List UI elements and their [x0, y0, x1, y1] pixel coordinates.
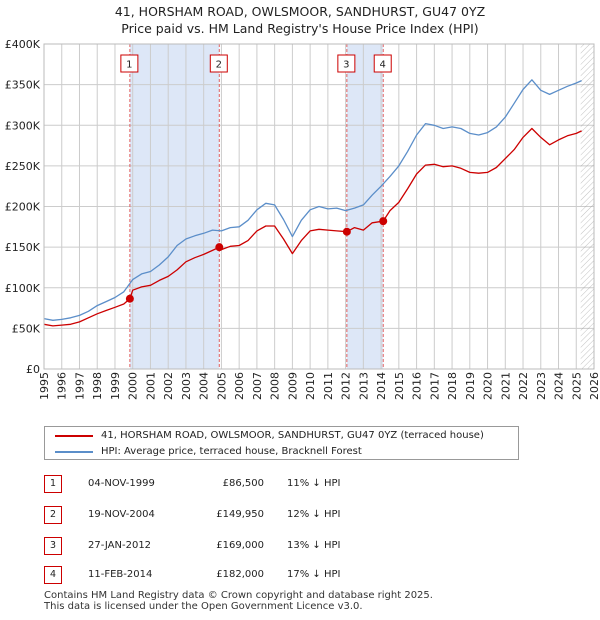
- x-tick-label: 2017: [428, 372, 441, 400]
- sale-label-box: [373, 54, 392, 73]
- property-price-line: [43, 127, 582, 327]
- sale-number-badge: 1: [44, 475, 62, 493]
- price-chart: £0 £50K £100K £150K £200K £250K £300K £350K £400…: [5, 38, 600, 400]
- x-tick-label: 2003: [180, 372, 193, 400]
- sale-point: [125, 294, 134, 303]
- sale-number-badge: 3: [44, 537, 62, 555]
- x-tick-label: 2008: [269, 372, 282, 400]
- x-tick-label: 2001: [144, 372, 157, 400]
- y-tick-label: £0: [26, 363, 40, 376]
- sale-label-number: 2: [216, 60, 222, 71]
- x-tick-label: 1999: [109, 372, 122, 400]
- footer-licence: This data is licensed under the Open Gov…: [44, 601, 363, 612]
- x-tick-label: 2026: [588, 372, 600, 400]
- legend-label-property: 41, HORSHAM ROAD, OWLSMOOR, SANDHURST, G…: [101, 430, 484, 441]
- sale-label-number: 3: [343, 60, 349, 71]
- x-tick-label: 2020: [482, 372, 495, 400]
- x-tick-label: 2024: [553, 372, 566, 400]
- sale-price: £86,500: [222, 478, 264, 489]
- sale-price: £182,000: [216, 569, 264, 580]
- legend: 41, HORSHAM ROAD, OWLSMOOR, SANDHURST, G…: [44, 426, 519, 460]
- sale-number-badge: 4: [44, 566, 62, 584]
- x-tick-label: 1998: [91, 372, 104, 400]
- footer: Contains HM Land Registry data © Crown c…: [44, 590, 433, 612]
- x-tick-label: 2007: [251, 372, 264, 400]
- sale-hpi-diff: 17% ↓ HPI: [287, 569, 341, 580]
- x-tick-label: 2013: [357, 372, 370, 400]
- sale-date: 11-FEB-2014: [88, 569, 153, 580]
- x-tick-label: 2010: [304, 372, 317, 400]
- x-tick-label: 2000: [127, 372, 140, 400]
- legend-label-hpi: HPI: Average price, terraced house, Brac…: [101, 446, 362, 457]
- sale-point: [342, 227, 351, 236]
- x-tick-label: 2019: [464, 372, 477, 400]
- y-tick-label: £250K: [5, 160, 41, 173]
- sale-hpi-diff: 13% ↓ HPI: [287, 540, 341, 551]
- title-line-2: Price paid vs. HM Land Registry's House …: [121, 21, 479, 36]
- forecast-hatch: [580, 44, 594, 369]
- y-tick-label: £50K: [12, 322, 41, 335]
- sale-point: [215, 243, 224, 252]
- legend-swatch-hpi: [55, 451, 93, 453]
- x-tick-label: 1997: [73, 372, 86, 400]
- sale-label-number: 1: [126, 60, 132, 71]
- x-tick-label: 2012: [340, 372, 353, 400]
- title-line-1: 41, HORSHAM ROAD, OWLSMOOR, SANDHURST, G…: [114, 4, 486, 19]
- sale-price: £169,000: [216, 540, 264, 551]
- y-tick-label: £350K: [5, 79, 41, 92]
- y-tick-label: £150K: [5, 241, 41, 254]
- x-tick-label: 2018: [446, 372, 459, 400]
- x-tick-label: 2025: [570, 372, 583, 400]
- legend-swatch-property: [55, 435, 93, 437]
- y-tick-label: £100K: [5, 282, 41, 295]
- y-tick-label: £300K: [5, 119, 41, 132]
- hpi-line: [43, 79, 582, 321]
- x-tick-label: 2021: [499, 372, 512, 400]
- sale-point: [379, 217, 388, 226]
- x-tick-label: 2023: [535, 372, 548, 400]
- x-tick-label: 1995: [38, 372, 51, 400]
- x-tick-label: 2002: [162, 372, 175, 400]
- x-tick-label: 2005: [215, 372, 228, 400]
- plot-frame: [43, 43, 595, 370]
- sale-label-box: [120, 54, 139, 73]
- sale-label-box: [209, 54, 228, 73]
- sale-hpi-diff: 11% ↓ HPI: [287, 478, 341, 489]
- x-tick-label: 2011: [322, 372, 335, 400]
- chart-title: 41, HORSHAM ROAD, OWLSMOOR, SANDHURST, G…: [0, 3, 600, 37]
- x-tick-label: 1996: [56, 372, 69, 400]
- footer-copyright: Contains HM Land Registry data © Crown c…: [44, 590, 433, 601]
- x-tick-label: 2004: [198, 372, 211, 400]
- sale-price: £149,950: [216, 509, 264, 520]
- x-tick-label: 2015: [393, 372, 406, 400]
- x-tick-label: 2016: [411, 372, 424, 400]
- x-tick-label: 2009: [286, 372, 299, 400]
- sale-number-badge: 2: [44, 506, 62, 524]
- y-tick-label: £400K: [5, 38, 41, 51]
- sale-date: 19-NOV-2004: [88, 509, 155, 520]
- sale-label-box: [337, 54, 356, 73]
- sale-label-number: 4: [380, 60, 386, 71]
- x-tick-label: 2006: [233, 372, 246, 400]
- sale-hpi-diff: 12% ↓ HPI: [287, 509, 341, 520]
- y-tick-label: £200K: [5, 201, 41, 214]
- sale-date: 04-NOV-1999: [88, 478, 155, 489]
- x-tick-label: 2014: [375, 372, 388, 400]
- x-tick-label: 2022: [517, 372, 530, 400]
- sale-date: 27-JAN-2012: [88, 540, 152, 551]
